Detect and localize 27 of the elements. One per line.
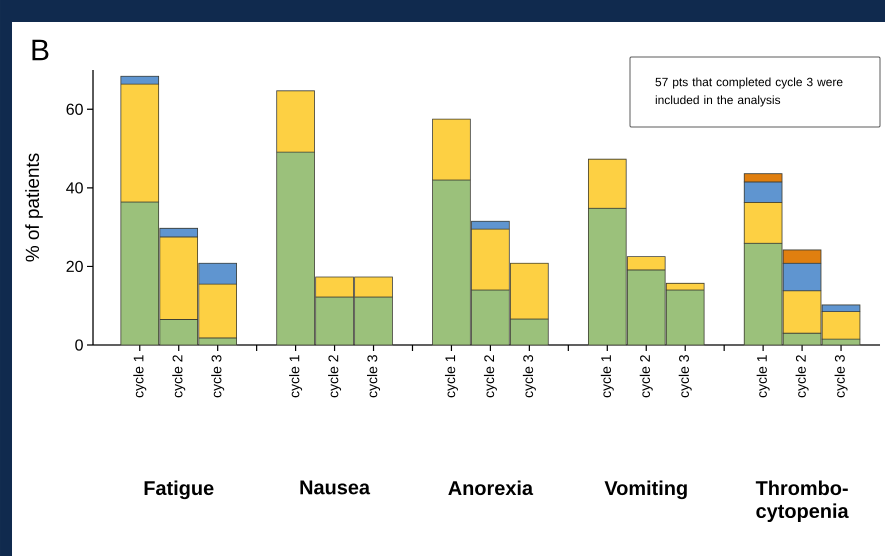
text: Vomiting <box>604 480 687 500</box>
x-tick-label: cycle 3 <box>834 355 848 398</box>
x-tick-label: cycle 2 <box>640 355 653 398</box>
chart-title: B <box>32 40 48 60</box>
x-tick-label: cycle 1 <box>600 355 614 398</box>
y-axis-title: % of patients <box>25 153 43 262</box>
text: Anorexia <box>448 480 534 496</box>
x-tick-label: cycle 2 <box>172 355 186 398</box>
x-tick-label: cycle 3 <box>522 355 536 398</box>
x-tick-label: cycle 2 <box>484 355 497 398</box>
y-tick-label: 20 <box>66 260 83 272</box>
text: Fatigue <box>144 480 214 500</box>
x-tick-label: cycle 3 <box>211 355 224 398</box>
text: Nausea <box>300 480 370 494</box>
y-tick-label: 0 <box>75 339 83 351</box>
x-tick-label: cycle 2 <box>796 355 809 398</box>
y-tick-label: 40 <box>66 182 83 194</box>
annotation: 57 pts that completed cycle 3 were included in the analysis <box>655 77 842 107</box>
y-tick-label: 60 <box>66 104 83 115</box>
x-tick-label: cycle 3 <box>367 355 380 398</box>
x-tick-label: cycle 1 <box>756 355 770 398</box>
x-tick-label: cycle 1 <box>444 355 458 398</box>
x-tick-label: cycle 3 <box>678 355 692 398</box>
x-tick-label: cycle 1 <box>289 355 302 398</box>
x-tick-label: cycle 1 <box>133 355 146 398</box>
x-tick-label: cycle 2 <box>328 355 342 398</box>
text: Thrombo- cytopenia <box>756 480 849 522</box>
